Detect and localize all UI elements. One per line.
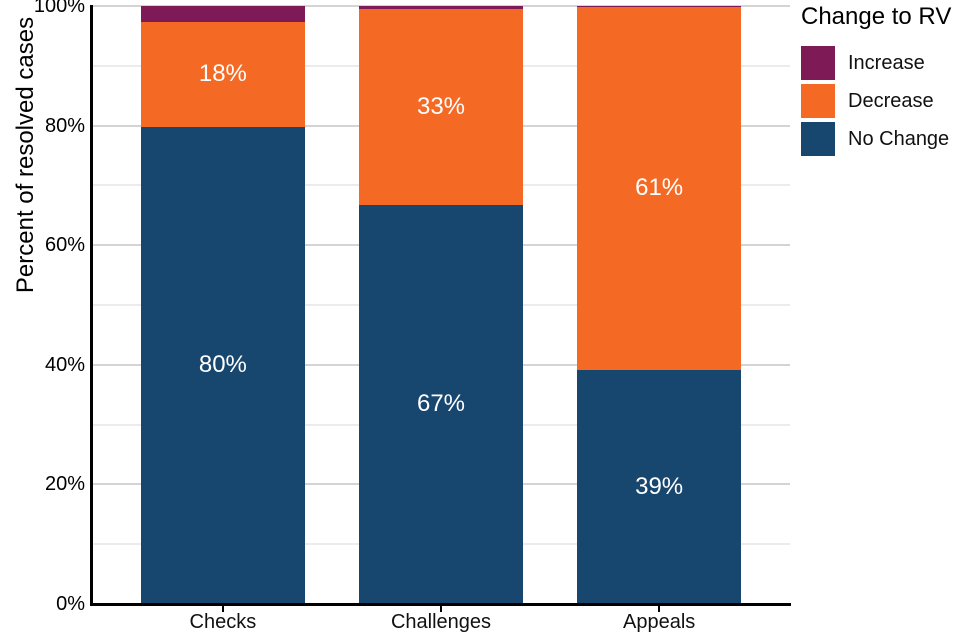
plot-panel: 80% 18% 67% 33% 39% 61%: [92, 5, 790, 604]
x-tick-mark: [221, 606, 224, 612]
bar-value-label: 18%: [198, 60, 247, 88]
bar-segment-increase: [577, 6, 741, 8]
legend: Change to RV Increase Decrease No Change: [801, 0, 959, 160]
bar-value-label: 80%: [198, 351, 247, 379]
bar-checks: 80% 18%: [141, 6, 305, 604]
y-tick-label: 0%: [56, 593, 85, 615]
legend-item: Increase: [801, 46, 959, 80]
bar-segment-increase: [359, 6, 523, 9]
y-tick-label: 20%: [44, 473, 85, 496]
x-tick-mark: [658, 606, 661, 612]
bar-segment-decrease: 61%: [577, 7, 741, 370]
gridline-major: [92, 5, 790, 7]
legend-item-label: No Change: [848, 127, 950, 150]
legend-item-label: Decrease: [848, 89, 934, 112]
y-axis-line: [90, 5, 93, 606]
bar-value-label: 39%: [635, 472, 684, 500]
bar-segment-no-change: 67%: [359, 204, 523, 604]
legend-item: Decrease: [801, 84, 959, 118]
y-tick-labels: 0% 20% 40% 60% 80% 100%: [0, 0, 85, 614]
bar-segment-decrease: 33%: [359, 9, 523, 205]
x-axis-line: [90, 603, 791, 606]
bar-segment-decrease: 18%: [141, 21, 305, 127]
legend-item-label: Increase: [848, 51, 925, 74]
y-tick-label: 60%: [44, 234, 85, 257]
y-tick-label: 100%: [33, 0, 85, 17]
bar-segment-no-change: 39%: [577, 369, 741, 604]
x-tick-label: Checks: [189, 611, 257, 633]
bar-segment-no-change: 80%: [141, 126, 305, 604]
bar-segment-increase: [141, 6, 305, 22]
legend-item: No Change: [801, 122, 959, 156]
legend-items: Increase Decrease No Change: [801, 46, 959, 156]
bar-appeals: 39% 61%: [577, 6, 741, 604]
x-tick-mark: [440, 606, 442, 612]
x-tick-label: Appeals: [622, 611, 696, 633]
x-tick-label: Challenges: [390, 611, 492, 633]
y-tick-label: 40%: [44, 353, 85, 376]
bar-value-label: 33%: [416, 92, 466, 120]
bar-challenges: 67% 33%: [359, 6, 523, 604]
y-tick-label: 80%: [44, 114, 85, 137]
legend-swatch: [801, 84, 835, 118]
legend-title: Change to RV: [801, 3, 952, 30]
bar-value-label: 67%: [416, 390, 466, 418]
bar-value-label: 61%: [635, 174, 684, 202]
legend-swatch: [801, 46, 835, 80]
legend-swatch: [801, 122, 835, 156]
